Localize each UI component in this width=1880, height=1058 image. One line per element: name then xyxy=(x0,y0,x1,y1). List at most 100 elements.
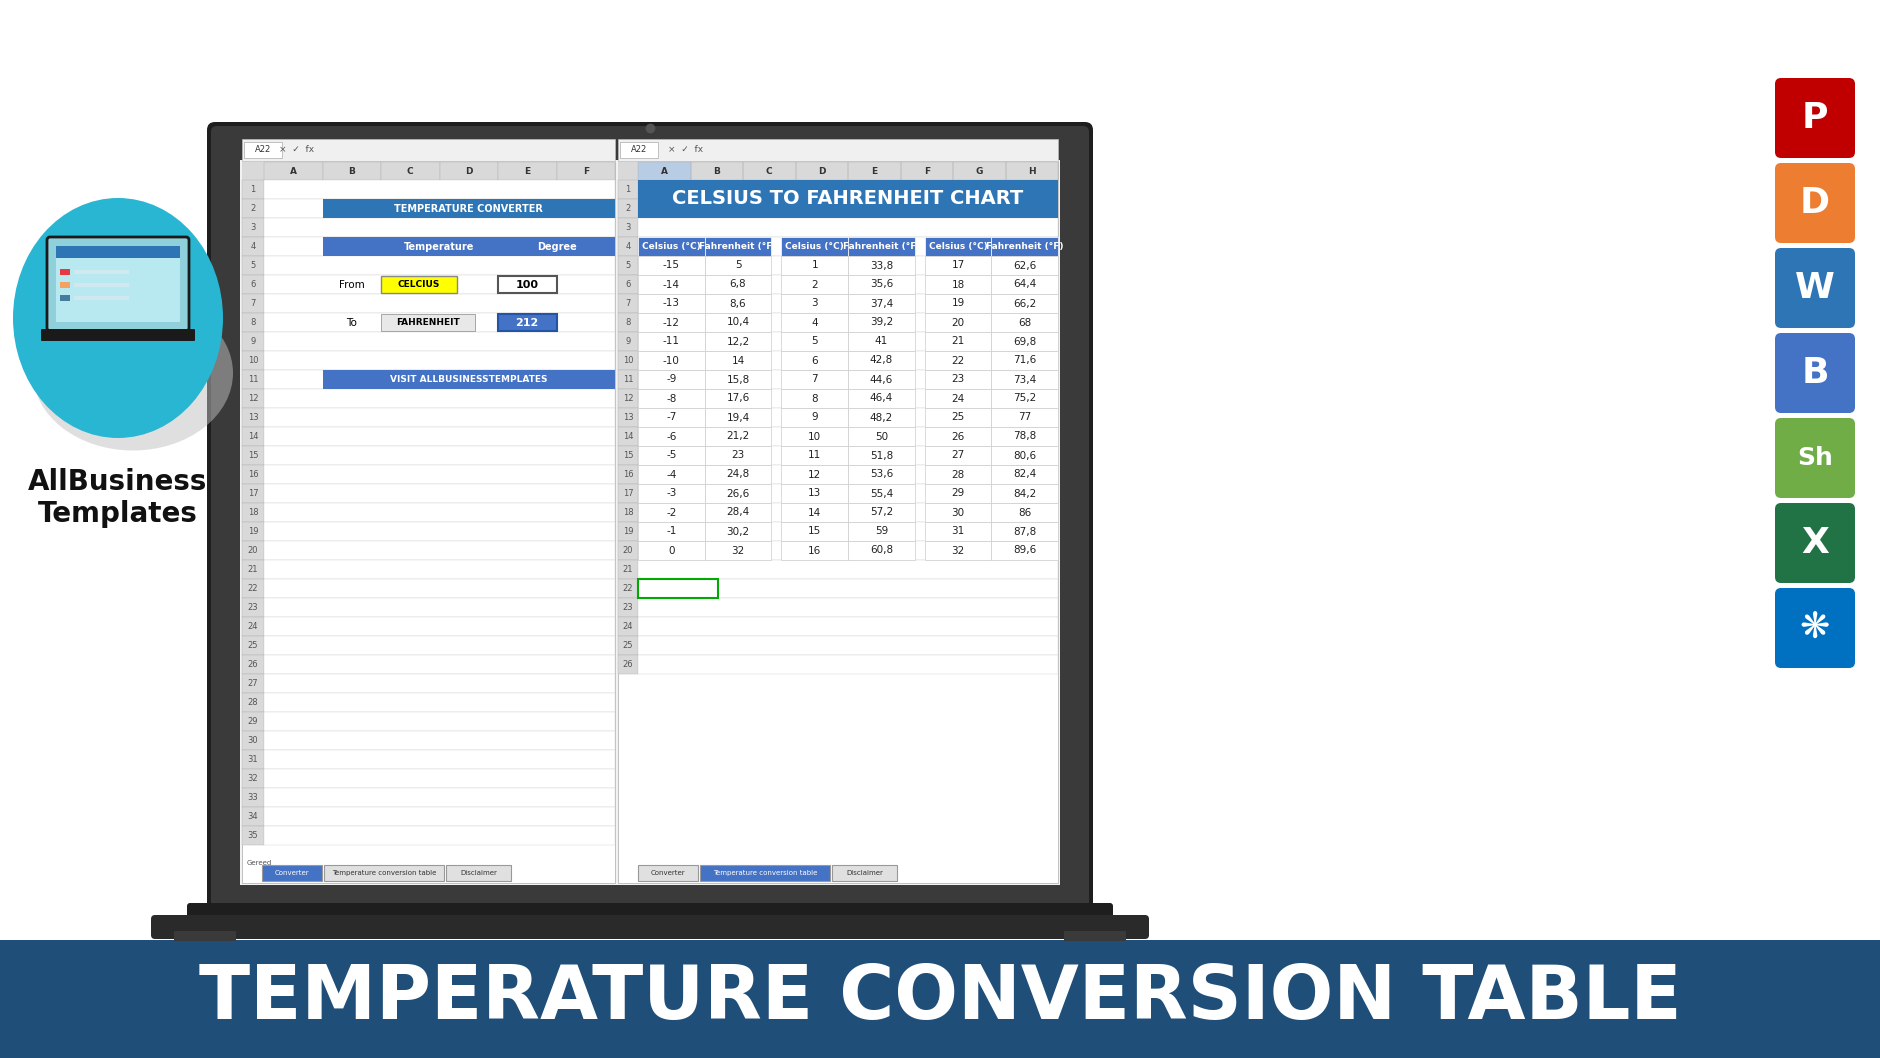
FancyBboxPatch shape xyxy=(263,826,615,845)
FancyBboxPatch shape xyxy=(243,503,263,522)
Text: 33: 33 xyxy=(248,794,258,802)
FancyBboxPatch shape xyxy=(243,617,263,636)
FancyBboxPatch shape xyxy=(211,126,1089,916)
FancyBboxPatch shape xyxy=(263,313,615,332)
Text: 12: 12 xyxy=(622,394,634,403)
Text: -2: -2 xyxy=(666,508,677,517)
FancyBboxPatch shape xyxy=(263,408,615,427)
Text: -13: -13 xyxy=(662,298,679,309)
Text: 80,6: 80,6 xyxy=(1013,451,1036,460)
Text: 8: 8 xyxy=(810,394,818,403)
FancyBboxPatch shape xyxy=(705,294,771,313)
FancyBboxPatch shape xyxy=(637,162,690,180)
Text: 3: 3 xyxy=(810,298,818,309)
FancyBboxPatch shape xyxy=(637,598,1057,617)
Text: 28: 28 xyxy=(951,470,964,479)
Text: 7: 7 xyxy=(250,299,256,308)
Text: A: A xyxy=(290,166,297,176)
FancyBboxPatch shape xyxy=(382,314,474,331)
FancyBboxPatch shape xyxy=(780,389,848,408)
Text: To: To xyxy=(346,317,357,328)
Text: 34: 34 xyxy=(248,811,258,821)
FancyBboxPatch shape xyxy=(991,484,1057,503)
FancyBboxPatch shape xyxy=(1775,78,1854,158)
Text: 55,4: 55,4 xyxy=(869,489,893,498)
Text: 12: 12 xyxy=(808,470,822,479)
FancyBboxPatch shape xyxy=(848,351,914,370)
Text: Gereed: Gereed xyxy=(246,860,273,867)
FancyBboxPatch shape xyxy=(619,313,637,332)
Text: 16: 16 xyxy=(808,546,822,555)
Text: 29: 29 xyxy=(951,489,964,498)
FancyBboxPatch shape xyxy=(705,541,771,560)
Text: Temperature: Temperature xyxy=(404,241,474,252)
FancyBboxPatch shape xyxy=(637,294,705,313)
FancyBboxPatch shape xyxy=(263,162,321,180)
FancyBboxPatch shape xyxy=(60,269,70,275)
FancyBboxPatch shape xyxy=(637,865,697,881)
Text: -11: -11 xyxy=(662,336,679,347)
Text: 7: 7 xyxy=(810,375,818,384)
FancyBboxPatch shape xyxy=(925,275,991,294)
FancyBboxPatch shape xyxy=(73,282,130,287)
Text: 30: 30 xyxy=(248,736,258,745)
FancyBboxPatch shape xyxy=(243,180,263,199)
FancyBboxPatch shape xyxy=(780,541,848,560)
Text: 10: 10 xyxy=(248,355,258,365)
Text: 26: 26 xyxy=(622,660,634,669)
FancyBboxPatch shape xyxy=(619,617,637,636)
FancyBboxPatch shape xyxy=(619,636,637,655)
Text: 31: 31 xyxy=(248,755,258,764)
FancyBboxPatch shape xyxy=(263,294,615,313)
Text: 26: 26 xyxy=(248,660,258,669)
FancyBboxPatch shape xyxy=(637,370,1057,389)
FancyBboxPatch shape xyxy=(637,466,1057,484)
FancyBboxPatch shape xyxy=(925,332,991,351)
Text: 19,4: 19,4 xyxy=(726,413,750,422)
FancyBboxPatch shape xyxy=(446,865,511,881)
Text: 50: 50 xyxy=(874,432,887,441)
FancyBboxPatch shape xyxy=(619,408,637,427)
Text: 62,6: 62,6 xyxy=(1013,260,1036,271)
Text: 17: 17 xyxy=(622,489,634,498)
FancyBboxPatch shape xyxy=(0,940,1880,1058)
Text: 25: 25 xyxy=(951,413,964,422)
FancyBboxPatch shape xyxy=(637,332,1057,351)
Text: 30: 30 xyxy=(951,508,964,517)
FancyBboxPatch shape xyxy=(620,142,658,158)
FancyBboxPatch shape xyxy=(637,351,705,370)
FancyBboxPatch shape xyxy=(848,541,914,560)
Text: G: G xyxy=(976,166,983,176)
FancyBboxPatch shape xyxy=(619,218,637,237)
Text: D: D xyxy=(1799,186,1829,220)
Text: 16: 16 xyxy=(622,470,634,479)
FancyBboxPatch shape xyxy=(637,427,1057,446)
FancyBboxPatch shape xyxy=(637,446,1057,466)
Text: 17: 17 xyxy=(951,260,964,271)
Text: 20: 20 xyxy=(622,546,634,555)
Text: 11: 11 xyxy=(808,451,822,460)
Text: -3: -3 xyxy=(666,489,677,498)
Text: E: E xyxy=(525,166,530,176)
Text: A22: A22 xyxy=(254,146,271,154)
FancyBboxPatch shape xyxy=(780,332,848,351)
FancyBboxPatch shape xyxy=(637,389,705,408)
Text: -10: -10 xyxy=(662,355,679,365)
Text: A: A xyxy=(660,166,667,176)
Text: 17,6: 17,6 xyxy=(726,394,750,403)
FancyBboxPatch shape xyxy=(243,522,263,541)
Text: 6: 6 xyxy=(810,355,818,365)
FancyBboxPatch shape xyxy=(637,503,1057,522)
FancyBboxPatch shape xyxy=(925,522,991,541)
FancyBboxPatch shape xyxy=(263,541,615,560)
Text: F: F xyxy=(923,166,929,176)
Text: Disclaimer: Disclaimer xyxy=(846,870,882,876)
Text: 6: 6 xyxy=(624,280,630,289)
Text: 10: 10 xyxy=(622,355,634,365)
FancyBboxPatch shape xyxy=(637,522,705,541)
FancyBboxPatch shape xyxy=(60,295,70,300)
Text: 4: 4 xyxy=(810,317,818,328)
FancyBboxPatch shape xyxy=(991,237,1057,256)
Text: From: From xyxy=(338,279,365,290)
FancyBboxPatch shape xyxy=(263,617,615,636)
